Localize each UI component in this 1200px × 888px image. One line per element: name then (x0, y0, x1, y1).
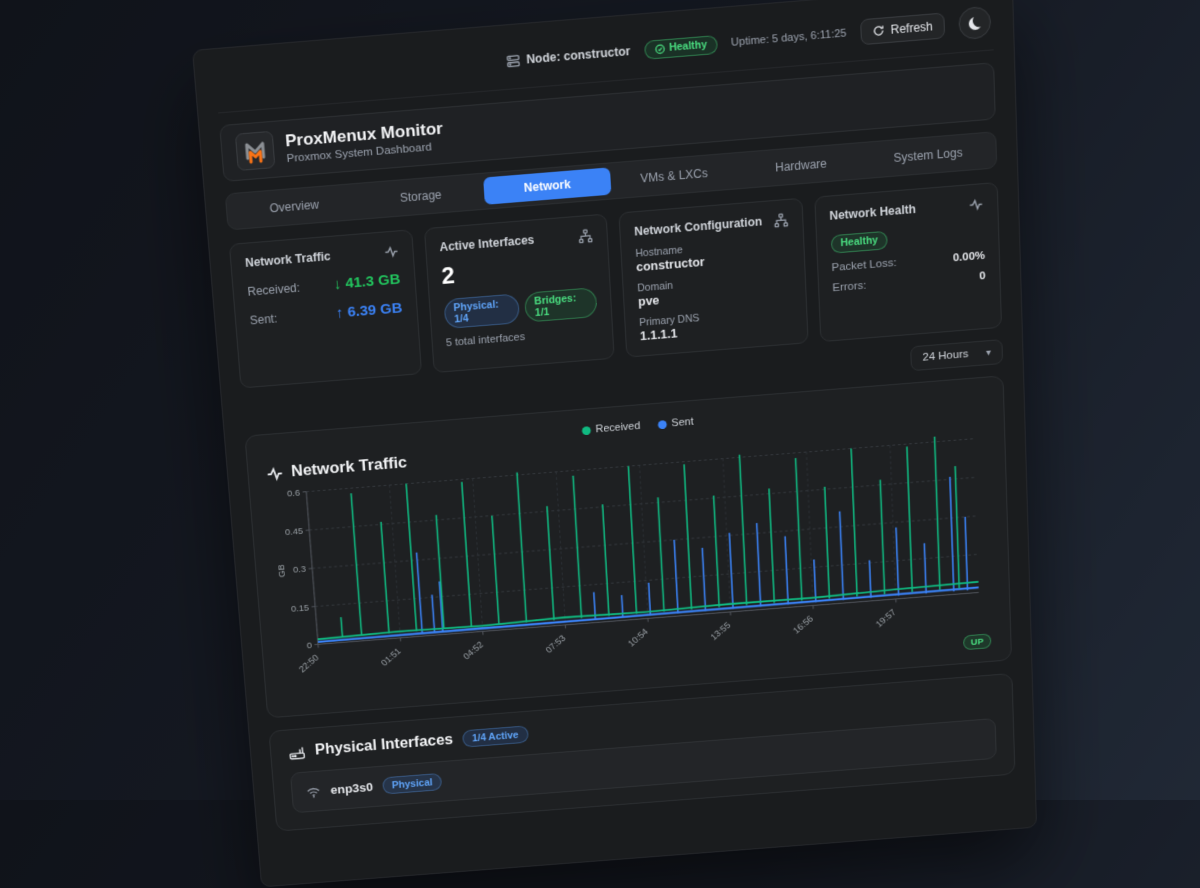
card-title: Active Interfaces (439, 233, 535, 254)
theme-toggle-button[interactable] (958, 6, 991, 40)
network-traffic-card: Network Traffic Received: ↓ 41.3 GB Sent… (229, 229, 422, 388)
network-configuration-card: Network Configuration Hostname construct… (618, 198, 808, 358)
activity-icon (968, 197, 983, 213)
chevron-down-icon: ▾ (986, 347, 991, 358)
svg-text:22:50: 22:50 (297, 653, 321, 675)
node-label: Node: constructor (526, 44, 631, 66)
svg-text:GB: GB (277, 564, 289, 578)
svg-text:01:51: 01:51 (379, 646, 403, 668)
svg-text:0.6: 0.6 (287, 488, 301, 499)
errors-value: 0 (979, 270, 986, 282)
received-dot-icon (582, 426, 591, 435)
uptime-text: Uptime: 5 days, 6:11:25 (731, 27, 847, 48)
proxmenux-logo (235, 131, 276, 171)
time-range-select[interactable]: 24 Hours ▾ (910, 339, 1003, 371)
svg-text:10:54: 10:54 (626, 627, 650, 649)
received-value: ↓ 41.3 GB (333, 271, 401, 293)
refresh-button[interactable]: Refresh (860, 12, 945, 45)
svg-text:19:57: 19:57 (874, 608, 898, 630)
health-status-badge: Healthy (644, 35, 718, 60)
interface-type-badge: Physical (382, 773, 443, 795)
svg-text:13:55: 13:55 (709, 620, 733, 642)
tab-overview[interactable]: Overview (230, 188, 358, 225)
network-tree-icon (773, 213, 788, 229)
activity-icon (265, 464, 284, 482)
card-title: Network Traffic (245, 249, 331, 269)
activity-icon (383, 244, 399, 260)
active-interfaces-card: Active Interfaces 2 Physical: 1/4 Bridge… (423, 214, 614, 374)
legend-sent: Sent (658, 416, 694, 430)
svg-text:0.45: 0.45 (285, 526, 304, 538)
packet-loss-label: Packet Loss: (831, 257, 896, 274)
refresh-icon (872, 24, 884, 37)
sent-dot-icon (658, 420, 667, 429)
card-title: Network Configuration (634, 215, 762, 239)
router-icon (288, 743, 306, 761)
header-titles: ProxMenux Monitor Proxmox System Dashboa… (285, 119, 445, 165)
chart-legend: Received Sent (582, 416, 694, 436)
tab-system-logs[interactable]: System Logs (864, 136, 992, 174)
tab-vms-lxcs[interactable]: VMs & LXCs (610, 157, 738, 195)
physical-interfaces-title: Physical Interfaces (314, 732, 453, 759)
svg-text:0.15: 0.15 (291, 603, 310, 615)
tab-hardware[interactable]: Hardware (737, 147, 865, 185)
physical-count-badge: Physical: 1/4 (443, 293, 520, 329)
bridges-count-badge: Bridges: 1/1 (524, 287, 598, 322)
network-icon (578, 228, 594, 244)
svg-text:04:52: 04:52 (462, 640, 486, 662)
svg-text:07:53: 07:53 (544, 633, 568, 655)
total-interfaces-text: 5 total interfaces (446, 325, 599, 349)
tab-network[interactable]: Network (483, 167, 611, 205)
active-count-badge: 1/4 Active (462, 726, 529, 748)
svg-text:0: 0 (306, 641, 312, 651)
sent-value: ↑ 6.39 GB (335, 300, 402, 322)
svg-text:16:56: 16:56 (791, 614, 815, 636)
check-circle-icon (654, 43, 666, 55)
up-status-badge: UP (963, 634, 992, 651)
sent-label: Sent: (249, 311, 278, 327)
legend-received: Received (582, 420, 641, 436)
time-range-value: 24 Hours (922, 349, 968, 364)
tab-storage[interactable]: Storage (357, 178, 485, 215)
packet-loss-value: 0.00% (953, 250, 986, 264)
interface-name: enp3s0 (330, 780, 374, 797)
errors-label: Errors: (832, 279, 866, 293)
server-icon (505, 53, 521, 69)
received-label: Received: (247, 281, 300, 299)
dashboard-stage: Node: constructor Healthy Uptime: 5 days… (192, 0, 1037, 888)
active-interfaces-count: 2 (441, 251, 596, 290)
node-indicator: Node: constructor (505, 44, 631, 69)
dashboard-panel: Node: constructor Healthy Uptime: 5 days… (192, 0, 1037, 888)
card-title: Network Health (829, 202, 916, 223)
health-badge: Healthy (830, 230, 888, 253)
svg-text:0.3: 0.3 (293, 565, 307, 576)
network-health-card: Network Health Healthy Packet Loss: 0.00… (814, 182, 1002, 342)
wifi-icon (305, 784, 321, 800)
moon-icon (968, 16, 981, 30)
